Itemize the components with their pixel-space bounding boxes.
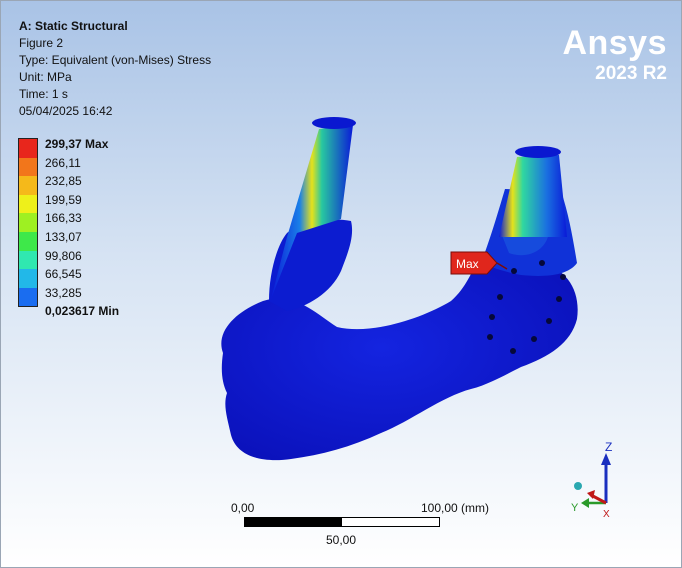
legend-swatch bbox=[19, 287, 37, 307]
legend-label: 99,806 bbox=[45, 248, 82, 263]
right-strut bbox=[499, 146, 567, 237]
legend-label: 166,33 bbox=[45, 211, 82, 226]
result-date: 05/04/2025 16:42 bbox=[19, 104, 113, 118]
max-probe-label: Max bbox=[456, 257, 479, 271]
legend-max-label: 299,37 Max bbox=[45, 137, 109, 151]
left-strut bbox=[271, 117, 356, 299]
legend-swatch bbox=[19, 176, 37, 195]
legend-min-label: 0,023617 Min bbox=[45, 304, 120, 319]
legend-labels: 299,37 Max 266,11 232,85 199,59 166,33 1… bbox=[45, 135, 119, 321]
legend-swatch bbox=[19, 213, 37, 232]
triad-z-label: Z bbox=[605, 441, 612, 454]
brand-version: 2023 R2 bbox=[595, 63, 667, 84]
scale-bar: 0,00 100,00 (mm) 50,00 bbox=[231, 501, 501, 551]
legend-swatch bbox=[19, 250, 37, 270]
scale-left-label: 0,00 bbox=[231, 501, 255, 515]
legend-label: 66,545 bbox=[45, 267, 82, 282]
legend-label: 33,285 bbox=[45, 285, 82, 300]
max-probe[interactable]: Max bbox=[450, 251, 508, 275]
legend-color-bar bbox=[18, 138, 38, 308]
result-time: Time: 1 s bbox=[19, 87, 68, 101]
legend-swatch bbox=[19, 139, 37, 158]
screw-holes bbox=[487, 260, 566, 354]
figure-label: Figure 2 bbox=[19, 36, 64, 50]
legend-label: 199,59 bbox=[45, 192, 82, 207]
legend-label: 266,11 bbox=[45, 155, 81, 170]
legend-swatch bbox=[19, 231, 37, 251]
ansys-logo: Ansys 2023 R2 bbox=[562, 25, 667, 85]
coordinate-triad[interactable]: Z Y X bbox=[561, 441, 631, 521]
brand-name: Ansys bbox=[562, 24, 667, 62]
result-type: Type: Equivalent (von-Mises) Stress bbox=[19, 53, 212, 67]
result-unit: Unit: MPa bbox=[19, 70, 72, 84]
legend-label: 232,85 bbox=[45, 174, 82, 189]
result-header: A: Static Structural Figure 2 Type: Equi… bbox=[19, 18, 211, 120]
scale-mid-label: 50,00 bbox=[326, 533, 357, 547]
legend-label: 133,07 bbox=[45, 229, 82, 244]
scale-bar-graphic bbox=[244, 517, 440, 527]
triad-y-label: Y bbox=[571, 502, 579, 514]
analysis-title: A: Static Structural bbox=[19, 19, 128, 33]
legend-swatch bbox=[19, 269, 37, 288]
scale-bar-fill bbox=[245, 518, 342, 526]
legend-swatch bbox=[19, 157, 37, 177]
triad-x-label: X bbox=[603, 509, 610, 520]
scale-right-label: 100,00 (mm) bbox=[421, 501, 490, 515]
legend-swatch bbox=[19, 194, 37, 214]
